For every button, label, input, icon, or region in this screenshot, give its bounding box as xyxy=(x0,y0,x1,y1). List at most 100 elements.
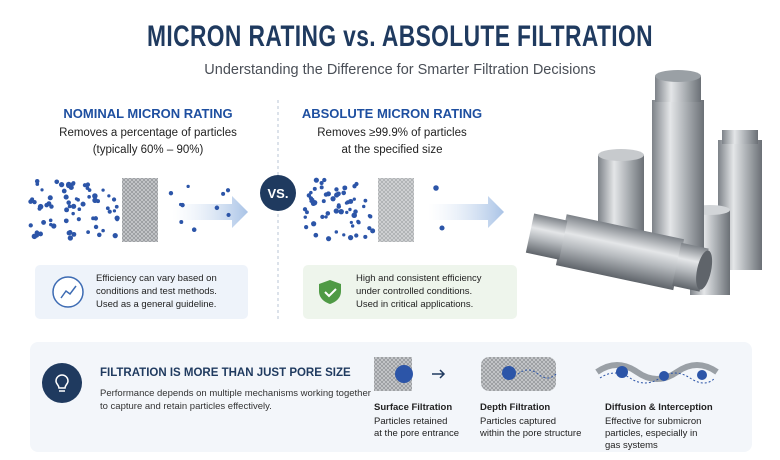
particle xyxy=(112,232,118,239)
bulb-icon xyxy=(55,374,69,392)
particle xyxy=(64,207,70,213)
particle xyxy=(319,185,324,190)
section-title: ABSOLUTE MICRON RATING xyxy=(301,106,483,121)
depth-icon xyxy=(517,369,557,379)
particle xyxy=(311,199,318,206)
diffusion-icon xyxy=(595,362,719,382)
particle xyxy=(191,227,197,232)
vs-badge xyxy=(260,175,296,211)
filter-media xyxy=(122,178,158,242)
particle xyxy=(303,215,307,219)
particle xyxy=(313,232,319,238)
particle xyxy=(107,209,112,214)
diffusion-icon xyxy=(697,370,707,380)
particle xyxy=(71,203,77,209)
particle xyxy=(367,226,372,231)
particle xyxy=(348,198,354,204)
mechanism-line: at the pore entrance xyxy=(374,428,460,439)
particle xyxy=(63,218,69,224)
note-box xyxy=(303,265,517,319)
particle xyxy=(93,224,99,230)
particle xyxy=(345,210,349,215)
particle xyxy=(347,235,354,241)
particle xyxy=(439,225,445,231)
particle xyxy=(66,230,72,236)
particle xyxy=(311,221,317,227)
particle xyxy=(214,205,220,211)
particle xyxy=(334,187,339,192)
particle xyxy=(168,190,174,196)
versus: VS. xyxy=(267,186,289,201)
particle xyxy=(48,218,53,223)
particle xyxy=(352,197,356,201)
particle xyxy=(28,223,33,228)
particle xyxy=(350,224,355,228)
mechanism-line: Particles captured xyxy=(480,416,557,427)
particle xyxy=(370,228,376,234)
particle xyxy=(221,191,226,196)
surface-icon xyxy=(395,365,413,383)
particle xyxy=(63,194,69,200)
depth-icon xyxy=(502,366,516,380)
particle xyxy=(354,233,359,238)
particle xyxy=(34,230,40,236)
particle xyxy=(65,181,72,188)
particle xyxy=(342,185,348,191)
particle xyxy=(114,204,119,209)
particle xyxy=(226,212,231,218)
particle xyxy=(54,179,60,185)
mechanism-line: within the pore structure xyxy=(480,428,582,439)
note-line: Used in critical applications. xyxy=(356,299,474,310)
description-line: to capture and retain particles effectiv… xyxy=(100,401,272,412)
particle xyxy=(351,212,357,219)
arrow xyxy=(432,369,446,379)
particle xyxy=(41,219,47,225)
particle xyxy=(326,236,332,242)
particle xyxy=(91,216,96,221)
particle xyxy=(363,234,368,239)
particle xyxy=(32,199,37,205)
particle xyxy=(70,181,75,186)
arrow xyxy=(172,196,248,228)
particle xyxy=(333,208,339,214)
note-line: High and consistent efficiency xyxy=(356,273,482,284)
description: (typically 60% – 90%) xyxy=(92,144,204,156)
note-line: conditions and test methods. xyxy=(96,286,217,297)
particle xyxy=(304,225,309,230)
particle xyxy=(74,197,79,201)
mechanism: Surface Filtration Particles retained at… xyxy=(374,402,459,440)
subtitle: Understanding the Difference for Smarter… xyxy=(204,62,596,78)
mechanism-name: Diffusion & Interception xyxy=(605,402,713,413)
footer-title: FILTRATION IS MORE THAN JUST PORE SIZE xyxy=(100,367,351,379)
particle xyxy=(67,204,72,209)
particle xyxy=(80,201,86,207)
title-wrap: MICRON RATING vs. ABSOLUTE FILTRATION xyxy=(67,20,733,54)
mechanism-line: Particles retained xyxy=(374,416,448,427)
particle xyxy=(321,199,326,204)
title: MICRON RATING vs. ABSOLUTE FILTRATION xyxy=(147,20,653,53)
product-image xyxy=(525,70,762,295)
particle xyxy=(334,192,340,198)
particle xyxy=(353,209,358,214)
particle xyxy=(111,197,117,202)
filter-media xyxy=(378,178,414,242)
particle xyxy=(310,197,315,202)
description: Removes ≥99.9% of particles xyxy=(317,127,467,139)
description: Removes a percentage of particles xyxy=(59,127,237,139)
particle xyxy=(38,231,43,237)
note: Efficiency can vary based on conditions … xyxy=(96,272,217,311)
particle xyxy=(87,195,91,199)
particle xyxy=(28,199,33,204)
particle xyxy=(309,190,313,195)
mechanism-line: gas systems xyxy=(605,440,658,451)
mechanism: Diffusion & Interception Effective for s… xyxy=(605,402,713,452)
particle xyxy=(67,235,74,241)
bulb-icon xyxy=(42,363,82,403)
particle xyxy=(319,181,324,186)
chart-icon xyxy=(60,285,77,299)
particle xyxy=(336,204,342,209)
particle xyxy=(433,185,439,191)
particle xyxy=(302,207,308,212)
shield-icon xyxy=(324,288,337,298)
diffusion-icon xyxy=(599,372,716,384)
